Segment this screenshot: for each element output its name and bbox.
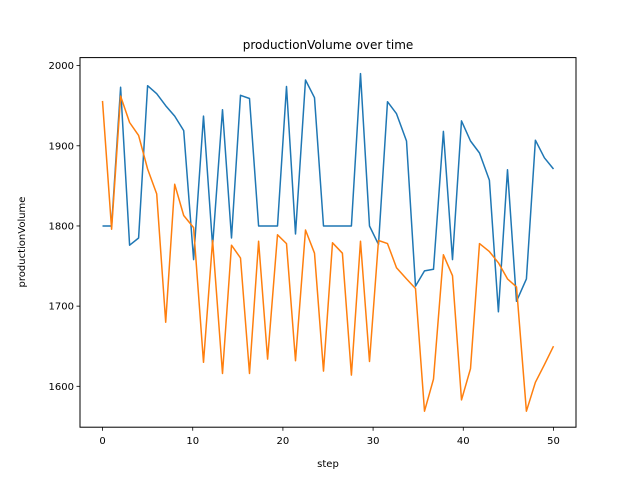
y-tick-label: 1600 <box>49 382 74 393</box>
y-tick-label: 1800 <box>49 221 74 232</box>
series-layer <box>101 72 555 412</box>
x-axis-label: step <box>317 459 339 470</box>
x-tick-label: 50 <box>547 436 560 447</box>
series-line-2 <box>101 95 555 412</box>
x-tick-label: 10 <box>186 436 199 447</box>
y-tick-label: 1700 <box>49 302 74 313</box>
x-tick-label: 40 <box>457 436 470 447</box>
x-tick-label: 20 <box>277 436 290 447</box>
x-tick-label: 0 <box>99 436 105 447</box>
y-tick-label: 2000 <box>49 61 74 72</box>
x-axis-ticks: 0 10 20 30 40 50 <box>99 427 560 447</box>
chart-title: productionVolume over time <box>243 38 414 52</box>
y-axis-label: productionVolume <box>17 197 28 288</box>
series-line-1 <box>102 72 555 313</box>
y-axis-ticks: 1600 1700 1800 1900 2000 <box>49 61 80 393</box>
x-tick-label: 30 <box>367 436 380 447</box>
y-tick-label: 1900 <box>49 141 74 152</box>
plot-frame <box>79 57 577 428</box>
